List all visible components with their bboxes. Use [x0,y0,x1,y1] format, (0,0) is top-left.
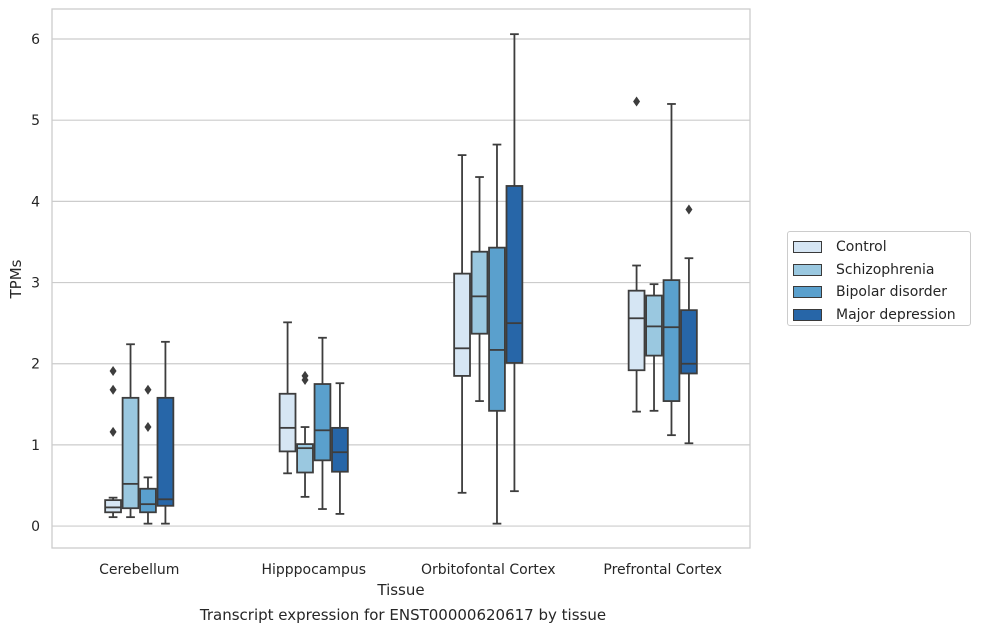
x-axis-label: Tissue [376,581,424,599]
x-tick-label: Hipppocampus [261,562,366,578]
box-iqr [680,309,698,375]
box-major-depression [156,340,175,525]
box-schizophrenia [121,343,140,519]
y-tick-label: 2 [31,357,40,373]
box-iqr [505,185,524,364]
outlier-point [144,422,152,433]
box-iqr [662,279,681,402]
box-iqr [488,246,506,412]
y-tick-label: 0 [31,519,40,535]
box-iqr [156,396,175,507]
y-tick-label: 4 [31,194,40,210]
box-iqr [331,426,349,473]
y-axis-label: TPMs [7,259,25,299]
legend-item: Major depression [793,304,970,327]
box-major-depression [680,204,698,445]
box-iqr [470,250,489,335]
outlier-point [301,370,309,381]
legend-item: Bipolar disorder [793,281,970,304]
box-major-depression [505,33,524,493]
legend-swatch [793,241,822,254]
legend-label: Bipolar disorder [836,284,948,301]
x-tick-label: Prefrontal Cortex [603,562,722,578]
boxes-layer [104,33,698,525]
box-control [453,154,471,494]
box-control [627,96,646,413]
y-tick-label: 6 [31,32,40,48]
outlier-point [685,204,693,215]
box-bipolar-disorder [488,143,506,525]
legend-item: Control [793,236,970,259]
outlier-point [109,426,117,437]
legend-label: Major depression [836,306,956,323]
box-iqr [104,499,122,514]
y-tick-labels: 0 1 2 3 4 5 6 [31,32,40,535]
legend-label: Control [836,239,887,256]
box-schizophrenia [645,283,663,412]
box-control [278,321,297,475]
outlier-point [109,384,117,395]
box-iqr [278,392,297,453]
outlier-point [144,384,152,395]
x-tick-label: Orbitofontal Cortex [421,562,556,578]
box-iqr [453,272,471,377]
x-tick-label: Cerebellum [99,562,179,578]
box-major-depression [331,382,349,515]
legend-swatch [793,286,822,299]
box-iqr [296,443,314,474]
x-tick-labels: Cerebellum Hipppocampus Orbitofontal Corte… [99,562,722,578]
box-schizophrenia [470,176,489,402]
legend-swatch [793,308,822,321]
box-iqr [139,487,157,514]
y-tick-label: 3 [31,276,40,292]
legend-item: Schizophrenia [793,259,970,282]
box-iqr [313,383,332,462]
box-bipolar-disorder [139,384,157,525]
box-bipolar-disorder [662,103,681,437]
box-bipolar-disorder [313,336,332,510]
legend: Control Schizophrenia Bipolar disorder Majo… [787,231,971,326]
box-control [104,366,122,519]
outlier-point [109,366,117,377]
chart-caption: Transcript expression for ENST0000062061… [199,606,607,624]
box-iqr [627,289,646,372]
y-tick-label: 5 [31,113,40,129]
legend-label: Schizophrenia [836,261,935,278]
legend-swatch [793,263,822,276]
box-iqr [121,396,140,510]
box-schizophrenia [296,370,314,498]
outlier-point [633,96,641,107]
y-tick-label: 1 [31,438,40,454]
